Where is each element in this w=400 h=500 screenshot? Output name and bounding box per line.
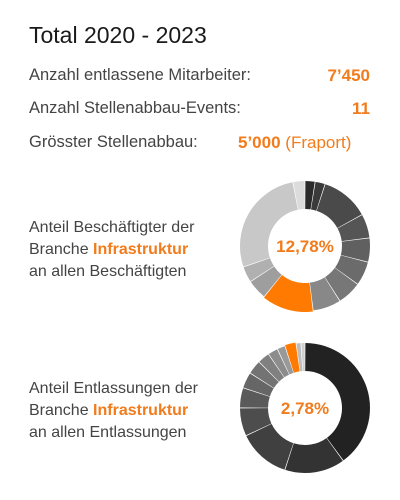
stat-value: 11 xyxy=(352,99,370,118)
donut-slice xyxy=(243,373,274,397)
stat-value: 7’450 xyxy=(327,66,370,85)
stat-label: Anzahl Stellenabbau-Events: xyxy=(29,99,241,117)
page-title: Total 2020 - 2023 xyxy=(29,22,207,48)
donut-slice xyxy=(240,408,272,436)
donut-chart-employees: 12,78% xyxy=(240,181,370,312)
donut-caption-layoffs: Anteil Entlassungen der Branche Infrastr… xyxy=(29,378,198,444)
donut-slice xyxy=(311,181,325,211)
stat-row-groesster: Grösster Stellenabbau: 5’000 (Fraport) xyxy=(29,133,370,157)
donut-slice xyxy=(240,182,298,267)
caption-line-1: Anteil Entlassungen der xyxy=(29,380,198,397)
donut-slice xyxy=(301,343,305,372)
donut-slice xyxy=(240,388,270,408)
caption-highlight: Infrastruktur xyxy=(93,241,189,258)
stat-suffix: (Fraport) xyxy=(285,133,352,152)
stat-row-events: Anzahl Stellenabbau-Events: 11 xyxy=(29,99,370,123)
donut-slice xyxy=(243,258,274,282)
donut-slice xyxy=(285,438,343,473)
caption-line-1: Anteil Beschäftigter der xyxy=(29,219,195,236)
donut-center-label: 12,78% xyxy=(276,237,334,256)
donut-slice xyxy=(325,267,358,301)
donut-slice xyxy=(305,181,315,210)
donut-chart-layoffs: 2,78% xyxy=(240,342,370,473)
donut-slice xyxy=(296,343,303,372)
caption-highlight: Infrastruktur xyxy=(93,402,189,419)
donut-slice xyxy=(246,423,294,470)
donut-slice xyxy=(259,354,285,382)
caption-line-2: Branche Infrastruktur xyxy=(29,241,189,258)
caption-line-2: Branche Infrastruktur xyxy=(29,402,189,419)
stat-label: Anzahl entlassene Mitarbeiter: xyxy=(29,66,251,84)
donut-caption-employees: Anteil Beschäftigter der Branche Infrast… xyxy=(29,217,194,283)
stat-row-entlassene: Anzahl entlassene Mitarbeiter: 7’450 xyxy=(29,66,370,90)
donut-slice-highlight xyxy=(285,342,300,373)
donut-slice xyxy=(250,266,282,297)
caption-line-3: an allen Beschäftigten xyxy=(29,263,187,280)
caption-line-3: an allen Entlassungen xyxy=(29,424,187,441)
donut-slice xyxy=(340,238,370,262)
donut-slice xyxy=(268,349,290,378)
donut-slice xyxy=(250,362,279,388)
donut-slice xyxy=(337,215,370,242)
donut-slice xyxy=(335,255,368,284)
stat-label: Grösster Stellenabbau: xyxy=(29,133,198,151)
donut-slice-highlight xyxy=(263,274,313,312)
donut-slice xyxy=(316,184,362,228)
donut-center-label: 2,78% xyxy=(281,399,329,418)
donut-slice xyxy=(305,343,370,461)
donut-slice xyxy=(277,346,294,375)
stat-value: 5’000 (Fraport) xyxy=(238,133,352,152)
donut-slice xyxy=(309,277,340,311)
donut-slice xyxy=(293,181,305,210)
